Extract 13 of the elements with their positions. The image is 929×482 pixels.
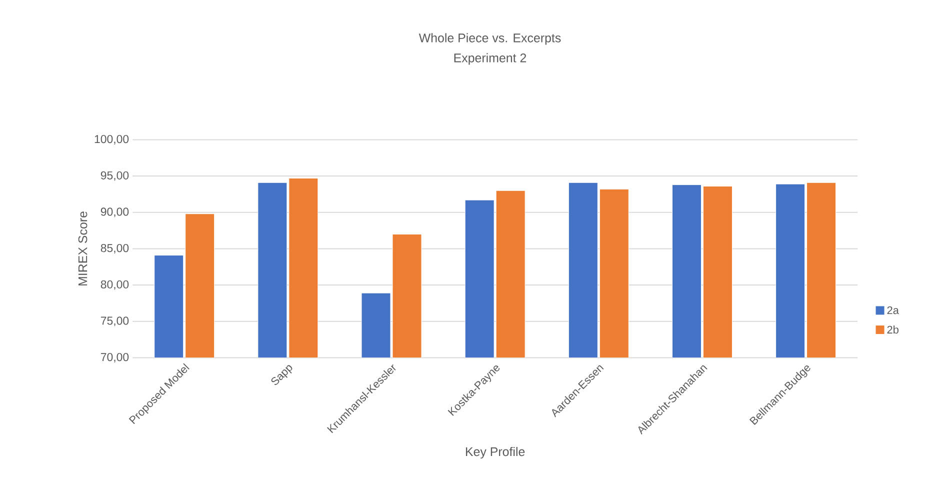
y-tick-label: 95,00 [100,171,129,181]
x-axis-title: Key Profile [466,446,525,459]
y-tick-label: 90,00 [100,208,129,218]
y-tick-label: 85,00 [100,244,129,254]
y-tick-label: 100,00 [94,134,129,144]
y-tick-label: 80,00 [100,280,129,290]
y-axis-title: MIREX Score [78,212,88,286]
y-tick-label: 75,00 [100,316,129,326]
legend-label: 2b [887,326,898,334]
chart-subtitle: Experiment 2 [454,53,526,65]
chart-title: Whole Piece vs. Excerpts [418,33,561,45]
y-tick-label: 70,00 [100,352,129,362]
legend-label: 2a [887,306,899,314]
